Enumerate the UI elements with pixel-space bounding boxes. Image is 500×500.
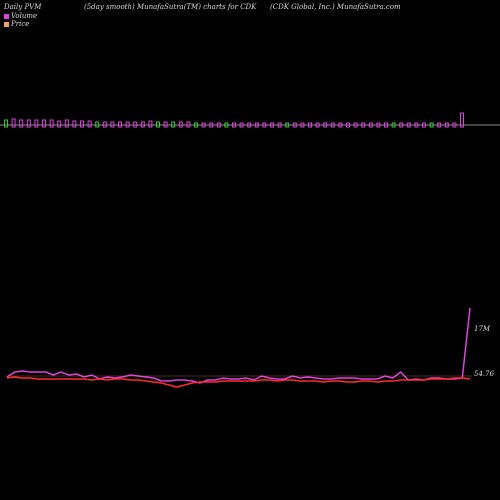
volume-bar [277,122,282,128]
volume-bar [414,122,419,128]
volume-bar [262,122,267,128]
volume-bar [239,122,244,128]
volume-bar [201,122,206,128]
volume-bar [4,119,8,128]
legend-volume: Volume [4,12,37,20]
volume-bar [186,121,191,128]
volume-bar [444,122,449,128]
volume-bar [247,122,252,128]
volume-bar [285,122,290,128]
header-left: Daily PVM [4,3,42,11]
volume-bar [406,122,411,128]
volume-bar [460,112,464,128]
volume-bar [64,119,69,128]
volume-bar [148,120,153,128]
volume-bar [376,122,381,128]
volume-bar [209,122,214,128]
volume-bar [292,122,297,128]
volume-bar [308,122,312,128]
volume-bar [270,122,274,128]
volume-bar [110,121,115,128]
volume-bar [72,120,77,128]
price-swatch [4,21,9,27]
volume-bar [224,122,229,128]
volume-bar [87,120,92,128]
volume-bar [42,119,46,128]
volume-bar [391,122,396,128]
volume-bar [216,122,221,128]
volume-bar [171,121,176,128]
volume-bar [140,121,145,128]
volume-swatch [4,13,9,19]
volume-bar [346,122,350,128]
volume-bar [323,122,328,128]
volume-bar [26,119,31,128]
volume-bar [194,122,198,128]
header-right: (CDK Global, Inc.) MunafaSutra.com [270,3,401,11]
volume-bar [133,121,138,128]
volume-bar [11,118,16,128]
volume-bar [232,122,236,128]
volume-bar [57,120,62,128]
volume-bar [254,122,259,128]
volume-bar [95,121,100,128]
volume-bar [156,121,160,128]
volume-bar [315,122,320,128]
volume-bar [437,122,442,128]
volume-bar [368,122,373,128]
volume-bar [361,122,366,128]
volume-max-label: 17M [474,325,491,333]
volume-bar [399,122,404,128]
volume-bar [330,122,335,128]
volume-bar [384,122,388,128]
volume-bar [163,121,168,128]
volume-bar [178,121,183,128]
volume-bar [102,121,107,128]
volume-bar [80,120,84,128]
price-line [6,376,471,388]
volume-bar [19,119,24,128]
header-center: (5day smooth) MunafaSutra(TM) charts for… [84,3,257,11]
volume-bar [34,119,39,128]
volume-bar [49,119,54,128]
volume-bar [422,122,426,128]
volume-bar [300,122,305,128]
legend-price: Price [4,20,29,28]
legend-price-label: Price [11,20,30,28]
volume-bar [118,121,122,128]
volume-line [6,307,471,384]
price-last-label: 54.76 [474,370,495,378]
legend-volume-label: Volume [11,12,38,20]
volume-bar [353,122,358,128]
volume-bar [452,122,457,128]
volume-bar [338,122,343,128]
volume-bar [125,121,130,128]
volume-bar [429,122,434,128]
